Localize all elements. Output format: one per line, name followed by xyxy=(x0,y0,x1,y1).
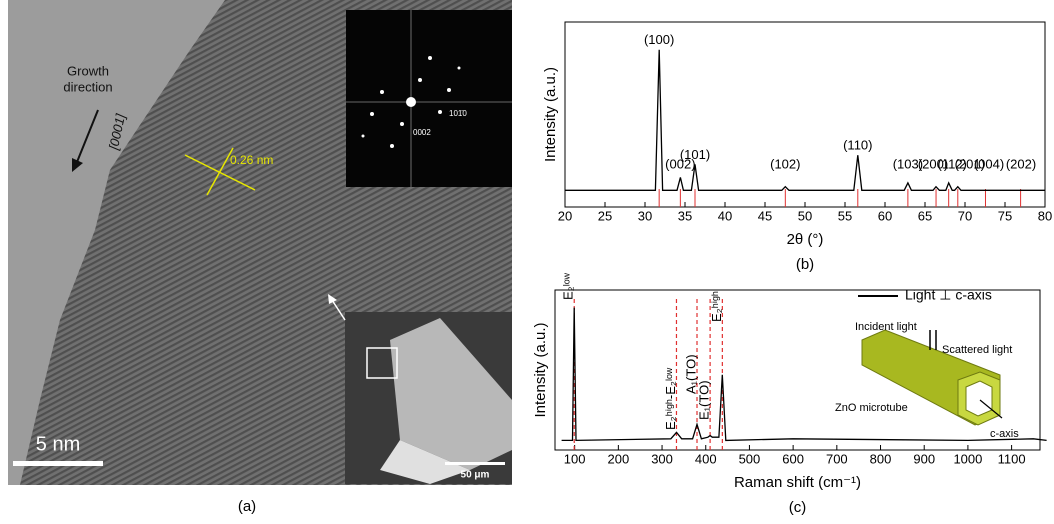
fft-spot xyxy=(447,88,451,92)
spacing-line xyxy=(206,147,234,196)
x-tick-label: 100 xyxy=(564,451,586,466)
peak-label: A₁(TO) xyxy=(683,354,698,394)
inset-label: ZnO microtube xyxy=(835,402,908,414)
y-axis-label: Intensity (a.u.) xyxy=(542,67,559,162)
fft-spot xyxy=(361,134,365,138)
x-tick-label: 20 xyxy=(558,208,572,223)
fft-spot xyxy=(370,112,374,116)
x-tick-label: 900 xyxy=(913,451,935,466)
y-axis-label: Intensity (a.u.) xyxy=(532,322,549,417)
panel-label: (b) xyxy=(796,256,814,273)
peak-label: (110) xyxy=(843,138,872,153)
growth-label: direction xyxy=(63,79,112,94)
x-tick-label: 700 xyxy=(826,451,848,466)
tube-schematic xyxy=(861,329,1003,426)
peak-label: (102) xyxy=(770,156,800,171)
data-line xyxy=(561,307,1047,442)
plot-frame xyxy=(554,289,1041,451)
peak-label: E₂ʰⁱᵍʰ xyxy=(709,291,724,322)
x-tick-label: 200 xyxy=(608,451,630,466)
x-axis-label: 2θ (°) xyxy=(787,231,824,248)
x-tick-label: 600 xyxy=(782,451,804,466)
peak-label: (201) xyxy=(955,156,985,171)
x-tick-label: 800 xyxy=(870,451,892,466)
x-axis-label: Raman shift (cm⁻¹) xyxy=(734,474,861,491)
inset-label: c-axis xyxy=(990,428,1019,440)
x-tick-label: 35 xyxy=(678,208,692,223)
x-tick-label: 80 xyxy=(1038,208,1052,223)
panel-label: (c) xyxy=(789,499,807,516)
tube-hole xyxy=(965,380,993,417)
inset-label: Scattered light xyxy=(942,344,1012,356)
lattice-spacing: 0.26 nm xyxy=(230,153,273,167)
x-tick-label: 55 xyxy=(838,208,852,223)
sem-tube xyxy=(390,318,512,470)
fft-spot xyxy=(406,97,416,107)
peak-label: E₁(TO) xyxy=(697,380,712,420)
scale-bar xyxy=(13,461,103,466)
data-line xyxy=(565,49,1045,191)
x-tick-label: 50 xyxy=(798,208,812,223)
peak-label: (103) xyxy=(893,156,923,171)
zoom-arrow xyxy=(331,299,346,321)
x-tick-label: 65 xyxy=(918,208,932,223)
fft-spot xyxy=(428,56,432,60)
x-tick-label: 45 xyxy=(758,208,772,223)
x-tick-label: 60 xyxy=(878,208,892,223)
growth-arrow xyxy=(76,109,99,163)
x-tick-label: 400 xyxy=(695,451,717,466)
peak-label: E₂ˡᵒʷ xyxy=(561,272,576,300)
x-tick-label: 75 xyxy=(998,208,1012,223)
fft-spots xyxy=(361,56,461,148)
peak-label: (112) xyxy=(938,156,967,171)
peak-label: (101) xyxy=(680,147,710,162)
peak-label: (202) xyxy=(1006,156,1036,171)
growth-label: Growth xyxy=(67,63,109,78)
fft-label: 101̄0 xyxy=(449,109,467,118)
scale-label: 5 nm xyxy=(36,433,80,455)
zoom-arrowhead xyxy=(328,294,337,304)
sem-tube-end xyxy=(380,440,470,484)
axis-arrow xyxy=(979,399,1003,419)
x-tick-label: 30 xyxy=(638,208,652,223)
fft-spot xyxy=(457,66,461,70)
fft-label: 0002 xyxy=(413,128,431,137)
panel-label: (a) xyxy=(238,498,256,515)
fft-inset xyxy=(346,10,512,187)
x-tick-label: 1000 xyxy=(953,451,982,466)
fft-spot xyxy=(390,144,394,148)
inset-label: Incident light xyxy=(855,321,917,333)
zoom-box xyxy=(366,347,398,379)
fft-spot xyxy=(380,90,384,94)
peak-label: (002) xyxy=(665,156,695,171)
fft-spot xyxy=(400,122,404,126)
plot-frame xyxy=(564,21,1046,208)
fft-spot xyxy=(438,110,442,114)
growth-arrowhead xyxy=(72,158,83,172)
x-tick-label: 70 xyxy=(958,208,972,223)
peak-label: E₂ʰⁱᵍʰ-E₂ˡᵒʷ xyxy=(663,367,678,430)
x-tick-label: 300 xyxy=(651,451,673,466)
fft-spot xyxy=(418,78,422,82)
x-tick-label: 25 xyxy=(598,208,612,223)
sem-scale-bar xyxy=(445,462,505,465)
peak-label: (100) xyxy=(644,32,674,47)
sem-scale-label: 50 μm xyxy=(461,470,490,481)
peak-label: (200) xyxy=(918,156,948,171)
peak-label: (004) xyxy=(974,156,1004,171)
legend-label: Light ⊥ c-axis xyxy=(905,287,992,303)
x-tick-label: 40 xyxy=(718,208,732,223)
x-tick-label: 1100 xyxy=(998,451,1026,466)
x-tick-label: 500 xyxy=(739,451,761,466)
